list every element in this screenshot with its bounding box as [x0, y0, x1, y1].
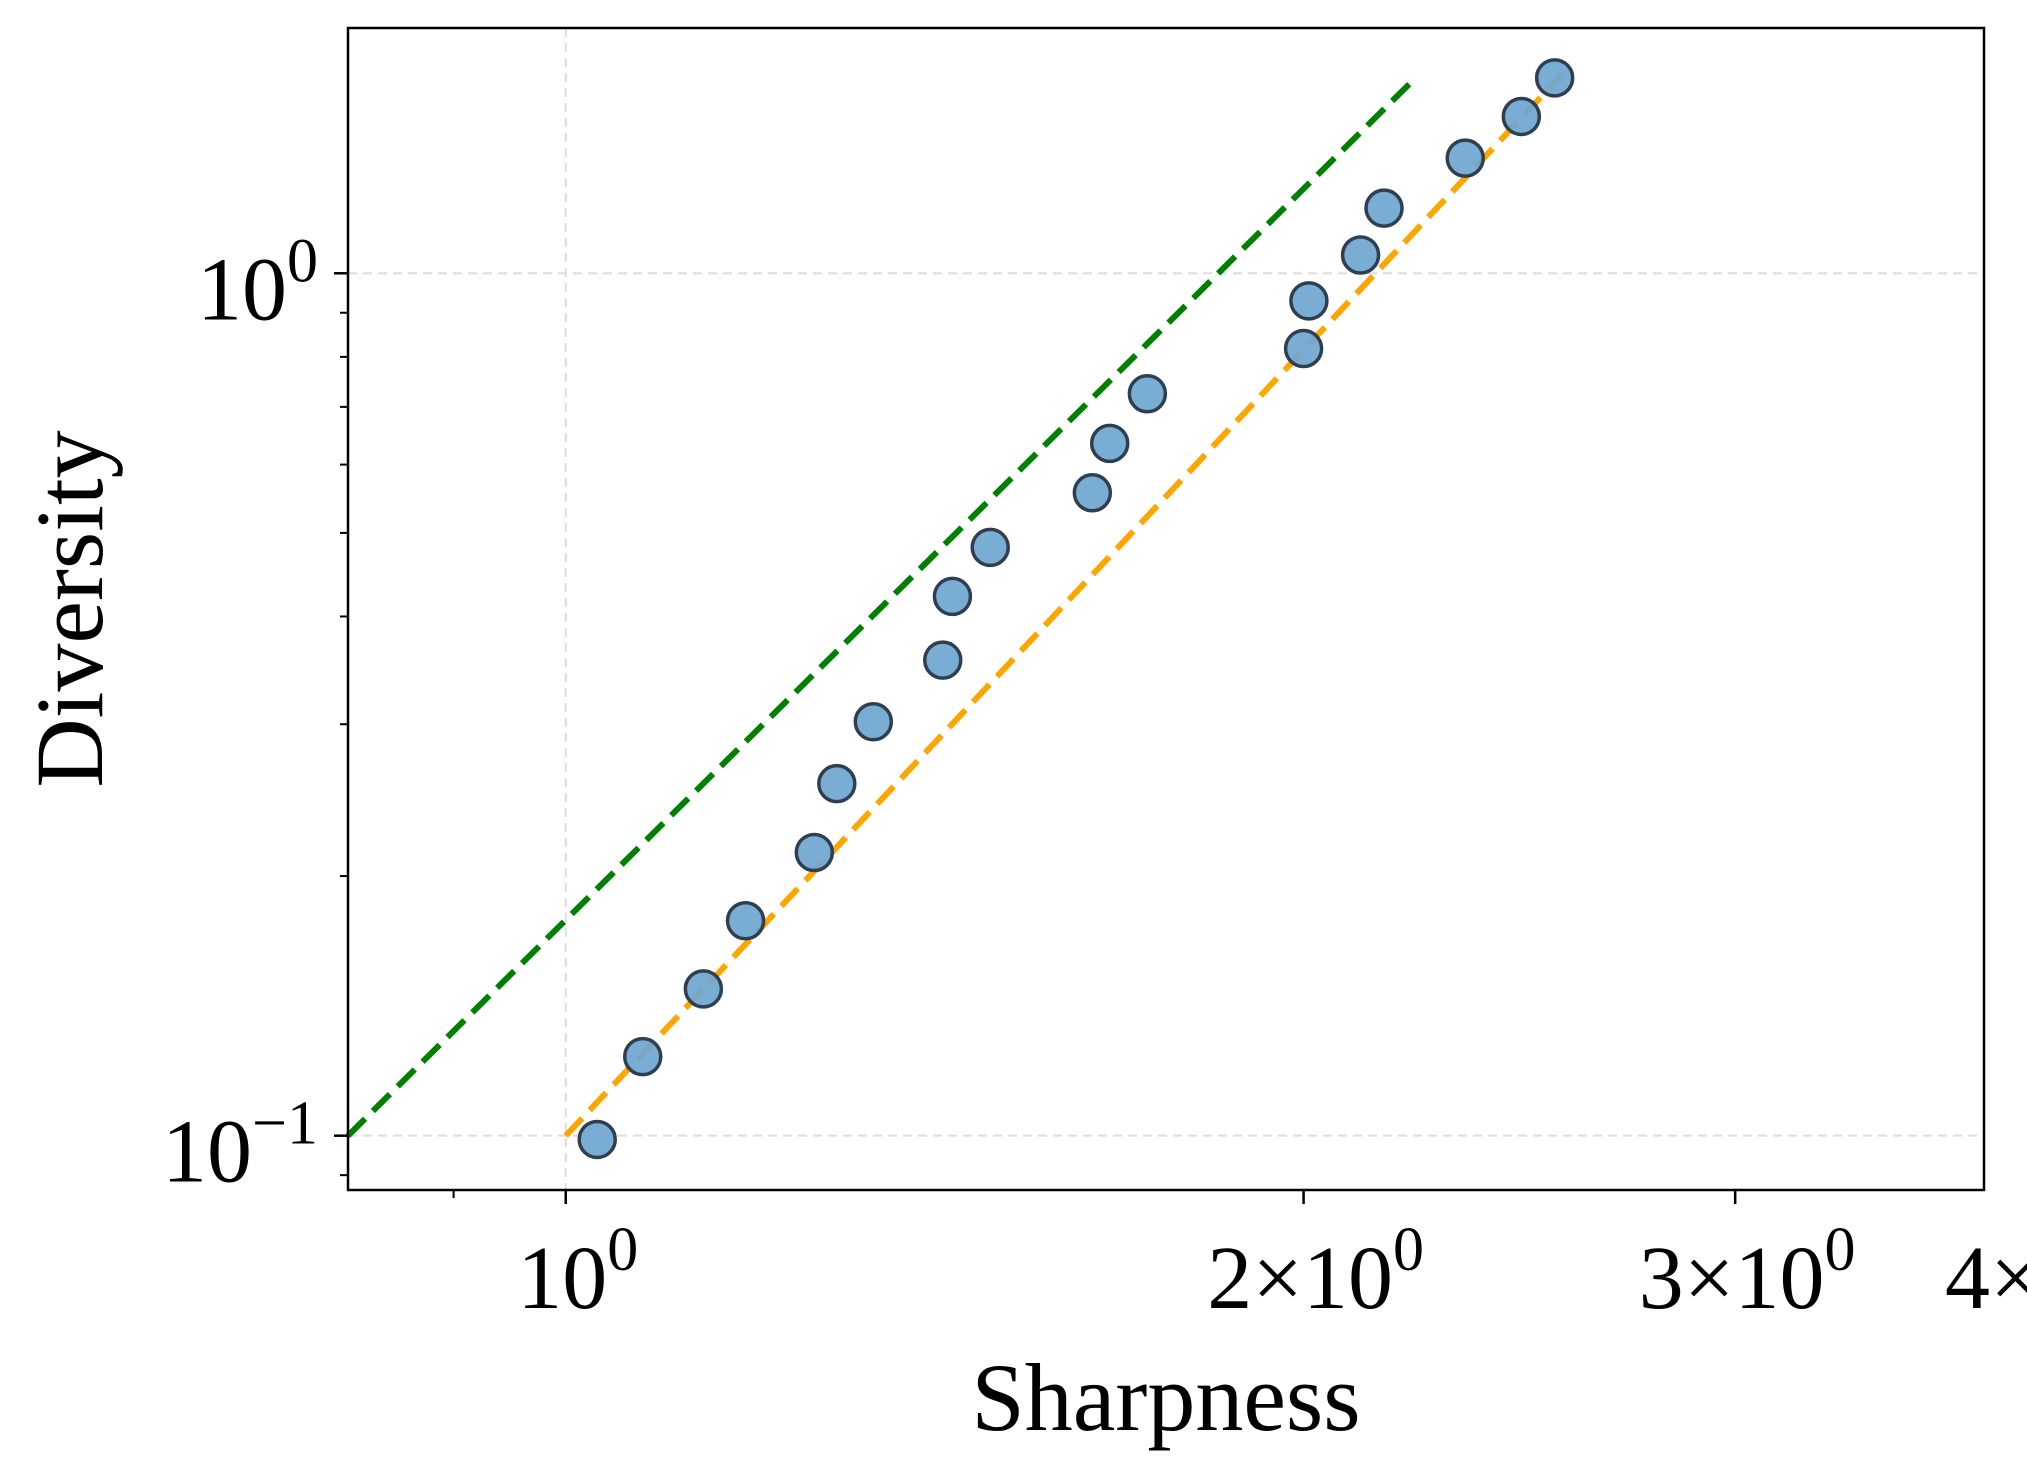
x-tick-labels: 100 2×100 3×100 4×100 — [517, 1216, 2027, 1328]
lines-layer — [345, 72, 1565, 1138]
plot-frame — [346, 26, 1986, 1192]
data-point — [923, 640, 963, 680]
data-point — [577, 1119, 617, 1160]
data-point — [1364, 188, 1404, 228]
reference-line — [345, 81, 1412, 1138]
data-point — [622, 1036, 663, 1077]
data-point — [1534, 58, 1575, 98]
x-tick-label: 3×100 — [1639, 1216, 1856, 1328]
data-point — [725, 901, 766, 941]
data-point — [853, 701, 894, 742]
data-point — [1289, 281, 1329, 321]
data-point — [1127, 373, 1168, 414]
data-point — [1501, 96, 1542, 137]
x-tick-label: 4×100 — [1945, 1216, 2027, 1328]
minor-ticks — [334, 272, 1737, 1204]
fit-line — [563, 72, 1565, 1138]
y-tick-label: 100 — [197, 227, 318, 339]
data-point — [1340, 235, 1381, 275]
data-point — [1072, 473, 1113, 513]
x-axis-label: Sharpness — [971, 1344, 1360, 1451]
data-point — [1283, 328, 1324, 369]
points-layer — [577, 58, 1575, 1160]
data-point — [683, 969, 724, 1009]
data-point — [932, 576, 973, 617]
data-point — [1089, 423, 1130, 464]
y-tick-labels: 10−1 100 — [162, 227, 318, 1201]
data-point — [817, 763, 857, 804]
y-axis-label: Diversity — [16, 430, 123, 787]
data-point — [970, 527, 1010, 568]
x-tick-label: 100 — [517, 1216, 638, 1328]
data-point — [794, 832, 835, 873]
grid-layer — [348, 28, 1984, 1190]
x-tick-label: 2×100 — [1207, 1216, 1424, 1328]
y-tick-label: 10−1 — [162, 1090, 318, 1202]
data-point — [1445, 138, 1485, 178]
